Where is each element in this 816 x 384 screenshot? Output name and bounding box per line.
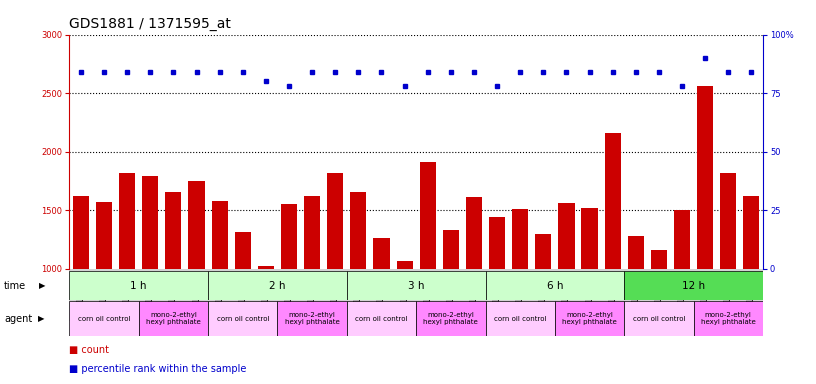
Bar [721,173,736,269]
Text: GDS1881 / 1371595_at: GDS1881 / 1371595_at [69,17,231,31]
Text: corn oil control: corn oil control [216,316,269,322]
Text: mono-2-ethyl
hexyl phthalate: mono-2-ethyl hexyl phthalate [424,312,478,326]
Text: 2 h: 2 h [269,280,286,291]
Text: corn oil control: corn oil control [78,316,131,322]
Bar [327,173,344,269]
Bar [277,301,347,336]
Text: 12 h: 12 h [682,280,705,291]
Bar [674,210,690,269]
Bar [350,192,366,269]
Bar [419,162,436,269]
Bar [374,238,389,269]
Bar [69,271,208,300]
Bar [605,133,621,269]
Text: 6 h: 6 h [547,280,563,291]
Text: ■ count: ■ count [69,345,109,355]
Text: 3 h: 3 h [408,280,424,291]
Bar [535,233,552,269]
Bar [582,208,597,269]
Text: ▶: ▶ [38,314,44,323]
Bar [139,301,208,336]
Bar [96,202,112,269]
Bar [258,266,274,269]
Text: agent: agent [4,314,33,324]
Bar [119,173,135,269]
Bar [743,196,760,269]
Bar [628,236,644,269]
Bar [624,301,694,336]
Bar [651,250,667,269]
Bar [694,301,763,336]
Bar [73,196,89,269]
Bar [466,197,482,269]
Bar [347,301,416,336]
Bar [489,217,505,269]
Bar [558,203,574,269]
Bar [416,301,486,336]
Text: time: time [4,280,26,291]
Bar [347,271,486,300]
Bar [211,201,228,269]
Bar [512,209,528,269]
Bar [486,301,555,336]
Bar [443,230,459,269]
Text: ■ percentile rank within the sample: ■ percentile rank within the sample [69,364,246,374]
Bar [166,192,181,269]
Text: corn oil control: corn oil control [494,316,547,322]
Text: mono-2-ethyl
hexyl phthalate: mono-2-ethyl hexyl phthalate [285,312,339,326]
Bar [235,232,251,269]
Text: mono-2-ethyl
hexyl phthalate: mono-2-ethyl hexyl phthalate [562,312,617,326]
Bar [624,271,763,300]
Bar [697,86,713,269]
Bar [555,301,624,336]
Bar [142,176,158,269]
Text: mono-2-ethyl
hexyl phthalate: mono-2-ethyl hexyl phthalate [701,312,756,326]
Bar [486,271,624,300]
Bar [397,261,413,269]
Bar [281,204,297,269]
Text: corn oil control: corn oil control [632,316,685,322]
Text: corn oil control: corn oil control [355,316,408,322]
Bar [69,301,139,336]
Text: 1 h: 1 h [131,280,147,291]
Bar [208,301,277,336]
Text: mono-2-ethyl
hexyl phthalate: mono-2-ethyl hexyl phthalate [146,312,201,326]
Bar [188,181,205,269]
Text: ▶: ▶ [39,281,46,290]
Bar [208,271,347,300]
Bar [304,196,320,269]
